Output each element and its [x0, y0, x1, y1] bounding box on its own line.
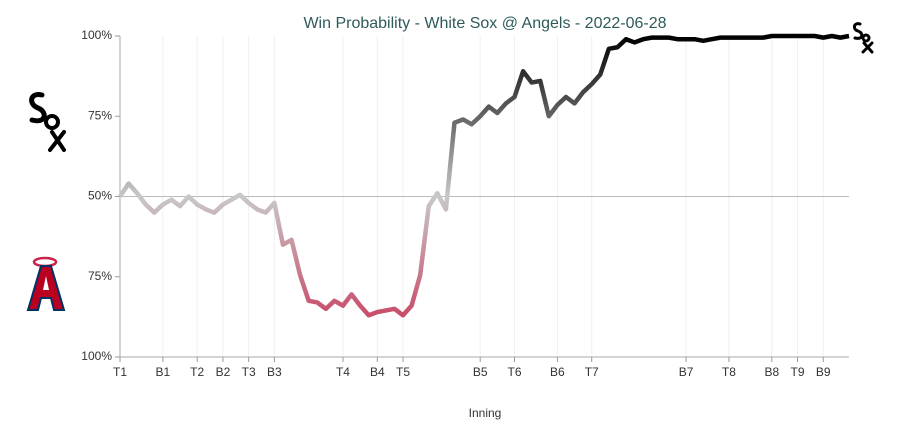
x-tick-label: B8	[764, 365, 779, 379]
x-tick-label: B1	[156, 365, 171, 379]
x-axis-label: Inning	[469, 406, 502, 420]
team-logo	[852, 22, 874, 54]
y-tick-label: 50%	[88, 189, 112, 203]
x-tick-label: B3	[267, 365, 282, 379]
team-logo	[29, 92, 66, 152]
x-tick-label: B7	[679, 365, 694, 379]
x-tick-label: B9	[816, 365, 831, 379]
x-tick-label: B6	[550, 365, 565, 379]
x-tick-label: B2	[216, 365, 231, 379]
chart-title: Win Probability - White Sox @ Angels - 2…	[303, 15, 666, 32]
x-tick-label: T5	[396, 365, 410, 379]
x-tick-label: T6	[508, 365, 522, 379]
y-tick-label: 75%	[88, 108, 112, 122]
x-tick-label: T1	[113, 365, 127, 379]
y-tick-label: 100%	[81, 28, 112, 42]
x-tick-label: T3	[242, 365, 256, 379]
x-tick-label: T9	[791, 365, 805, 379]
y-tick-label: 100%	[81, 349, 112, 363]
x-tick-label: T7	[585, 365, 599, 379]
x-tick-label: T2	[190, 365, 204, 379]
team-logo	[26, 256, 66, 311]
x-tick-label: T4	[336, 365, 350, 379]
y-tick-label: 75%	[88, 269, 112, 283]
x-tick-label: T8	[722, 365, 736, 379]
win-probability-line	[118, 33, 850, 318]
x-tick-label: B5	[473, 365, 488, 379]
x-tick-label: B4	[370, 365, 385, 379]
